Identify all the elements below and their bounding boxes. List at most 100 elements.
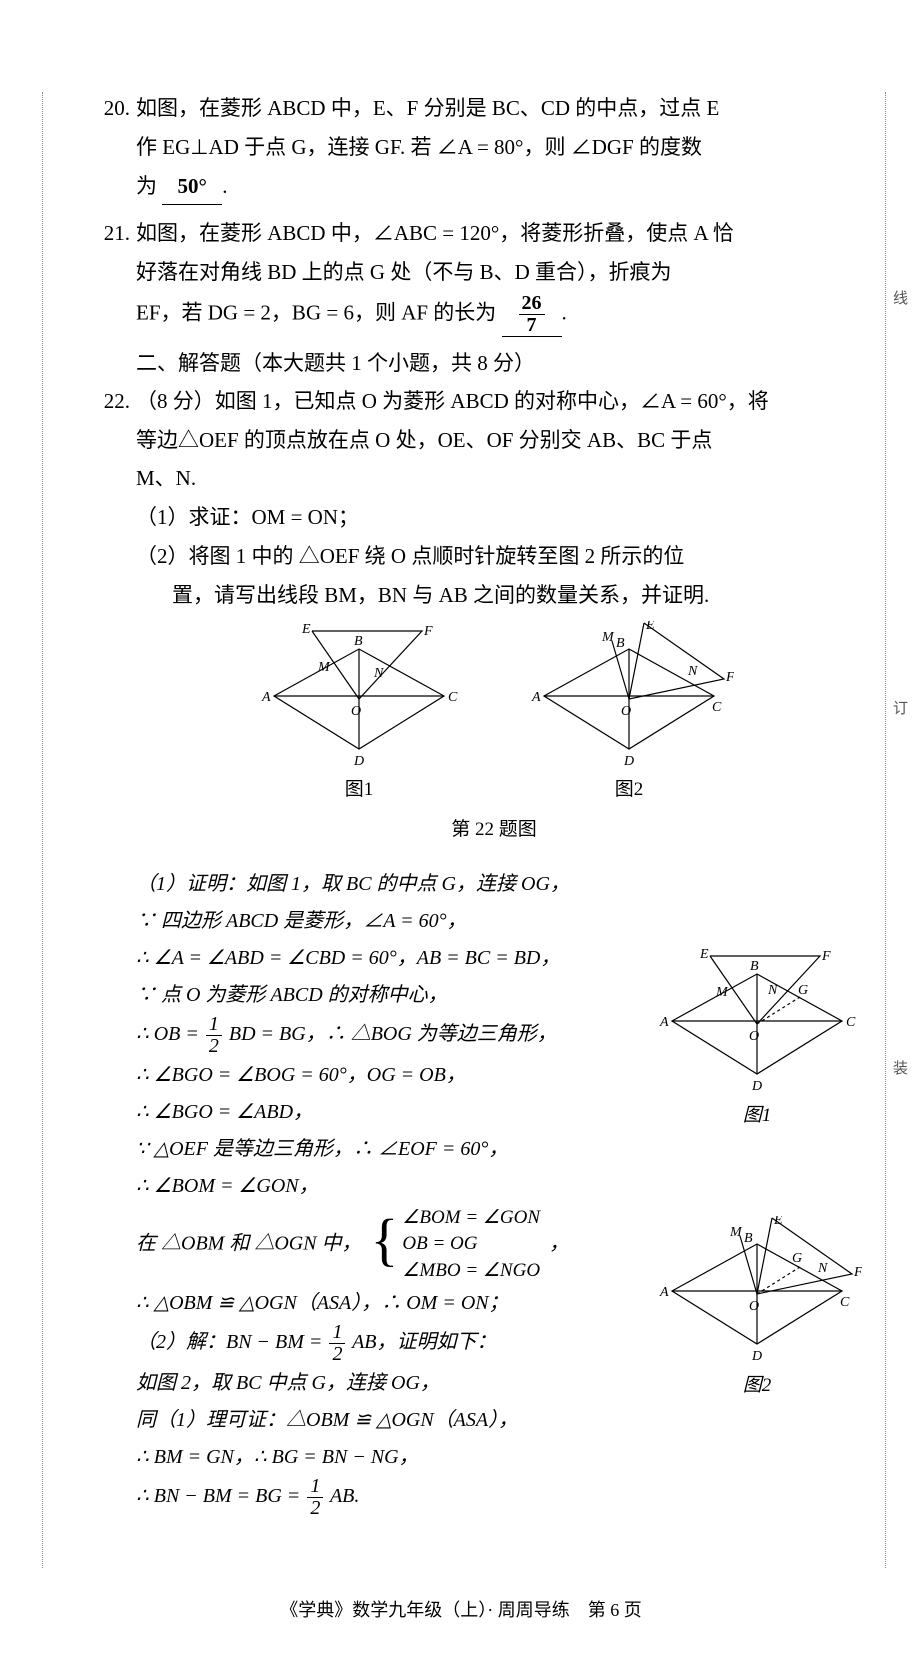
svg-text:M: M: [729, 1225, 743, 1240]
q21-line3-pre: EF，若 DG = 2，BG = 6，则 AF 的长为: [136, 300, 496, 324]
proof-l16a: ∴ BN − BM = BG =: [136, 1485, 300, 1507]
q20-line3: 为 50°.: [136, 168, 852, 206]
page-footer: 《学典》数学九年级（上）· 周周导练 第 6 页: [0, 1596, 922, 1622]
proof-l15: ∴ BM = GN，∴ BG = BN − NG，: [136, 1439, 852, 1476]
svg-text:O: O: [749, 1299, 759, 1314]
page: 线 订 装 20. 如图，在菱形 ABCD 中，E、F 分别是 BC、CD 的中…: [0, 0, 922, 1658]
svg-text:N: N: [687, 664, 698, 679]
proof-l2: ∵ 四边形 ABCD 是菱形，∠A = 60°，: [136, 903, 852, 940]
svg-text:M: M: [601, 630, 615, 645]
q21-line2: 好落在对角线 BD 上的点 G 处（不与 B、D 重合），折痕为: [136, 254, 852, 291]
proof-l9: ∴ ∠BOM = ∠GON，: [136, 1168, 852, 1205]
q22-figure-1: A B C D E F M N O 图1: [254, 621, 464, 806]
proof-l8: ∵ △OEF 是等边三角形，∴ ∠EOF = 60°，: [136, 1131, 852, 1168]
svg-text:M: M: [715, 985, 729, 1000]
svg-text:B: B: [744, 1231, 753, 1246]
q22-fig2-label: 图2: [615, 773, 644, 806]
q21-answer-den: 7: [519, 315, 545, 336]
frac-num: 1: [307, 1476, 323, 1498]
q20-line2: 作 EG⊥AD 于点 G，连接 GF. 若 ∠A = 80°，则 ∠DGF 的度…: [136, 129, 852, 166]
q21-line3: EF，若 DG = 2，BG = 6，则 AF 的长为 26 7 .: [136, 293, 852, 337]
svg-text:G: G: [798, 983, 808, 998]
q22-row-caption: 第 22 题图: [136, 813, 852, 846]
q22-stem1: （8 分）如图 1，已知点 O 为菱形 ABCD 的对称中心，∠A = 60°，…: [136, 383, 852, 420]
frac-num: 1: [329, 1322, 345, 1344]
cases-brace: { ∠BOM = ∠GON OB = OG ∠MBO = ∠NGO: [371, 1205, 541, 1285]
margin-label-c: 装: [889, 1060, 910, 1075]
svg-text:A: A: [531, 690, 541, 705]
side-rhombus-1: A B C D E F M N G O: [652, 946, 862, 1096]
svg-text:B: B: [750, 959, 759, 974]
q22-proof: （1）证明：如图 1，取 BC 的中点 G，连接 OG， ∵ 四边形 ABCD …: [136, 866, 852, 1519]
proof-side-figure-2: A B C D E F M G N O 图2: [652, 1216, 862, 1403]
svg-text:C: C: [840, 1295, 850, 1310]
q22-part1: （1）求证：OM = ON；: [136, 499, 852, 536]
question-21: 21. 如图，在菱形 ABCD 中，∠ABC = 120°，将菱形折叠，使点 A…: [90, 215, 852, 339]
svg-text:O: O: [749, 1029, 759, 1044]
svg-text:F: F: [725, 670, 734, 685]
q20-line3-post: .: [222, 174, 227, 198]
side-rhombus-2: A B C D E F M G N O: [652, 1216, 862, 1366]
svg-text:E: E: [699, 947, 709, 962]
svg-text:C: C: [712, 700, 722, 715]
svg-text:D: D: [353, 754, 364, 769]
proof-l5b: BD = BG，∴ △BOG 为等边三角形，: [229, 1023, 557, 1045]
svg-text:A: A: [659, 1015, 669, 1030]
rhombus-diagram-1: A B C D E F M N O: [254, 621, 464, 771]
svg-text:M: M: [317, 660, 331, 675]
svg-text:E: E: [645, 621, 655, 633]
svg-text:O: O: [351, 704, 361, 719]
side-fig1-label: 图1: [743, 1098, 772, 1133]
svg-text:E: E: [773, 1216, 783, 1228]
q21-line3-post: .: [562, 300, 567, 324]
q22-part2b: 置，请写出线段 BM，BN 与 AB 之间的数量关系，并证明.: [136, 577, 852, 614]
svg-text:F: F: [423, 624, 433, 639]
proof-l12b: AB，证明如下：: [352, 1331, 496, 1353]
q21-answer: 26 7: [502, 293, 562, 337]
svg-text:A: A: [659, 1285, 669, 1300]
svg-text:N: N: [373, 666, 384, 681]
svg-text:C: C: [846, 1015, 856, 1030]
q22-fig1-label: 图1: [345, 773, 374, 806]
proof-l16: ∴ BN − BM = BG = 12 AB.: [136, 1476, 852, 1519]
proof-side-figure-1: A B C D E F M N G O 图1: [652, 946, 862, 1133]
svg-text:D: D: [751, 1349, 762, 1364]
margin-label-b: 订: [889, 700, 910, 715]
svg-text:D: D: [623, 754, 634, 769]
q22-part2a: （2）将图 1 中的 △OEF 绕 O 点顺时针旋转至图 2 所示的位: [136, 538, 852, 575]
case-3: ∠MBO = ∠NGO: [402, 1258, 540, 1285]
proof-l16b: AB.: [330, 1485, 359, 1507]
q20-answer: 50°: [162, 168, 222, 206]
q22-stem3: M、N.: [136, 460, 852, 497]
frac-den: 2: [329, 1344, 345, 1365]
section-2-heading: 二、解答题（本大题共 1 个小题，共 8 分）: [136, 347, 852, 377]
question-22: 22. （8 分）如图 1，已知点 O 为菱形 ABCD 的对称中心，∠A = …: [90, 383, 852, 858]
svg-text:C: C: [448, 690, 458, 705]
q21-line1: 如图，在菱形 ABCD 中，∠ABC = 120°，将菱形折叠，使点 A 恰: [136, 215, 852, 252]
frac-den: 2: [307, 1498, 323, 1519]
svg-text:B: B: [354, 634, 363, 649]
q22-figures-row: A B C D E F M N O 图1: [136, 621, 852, 806]
svg-text:D: D: [751, 1079, 762, 1094]
q20-line1: 如图，在菱形 ABCD 中，E、F 分别是 BC、CD 的中点，过点 E: [136, 90, 852, 127]
case-2: OB = OG: [402, 1231, 540, 1258]
q22-figure-2: A B C D E F M N O 图2: [524, 621, 734, 806]
svg-text:F: F: [821, 949, 831, 964]
proof-l10-pre: 在 △OBM 和 △OGN 中，: [136, 1232, 362, 1254]
svg-text:O: O: [621, 704, 631, 719]
question-20: 20. 如图，在菱形 ABCD 中，E、F 分别是 BC、CD 的中点，过点 E…: [90, 90, 852, 207]
svg-text:E: E: [301, 622, 311, 637]
svg-text:N: N: [767, 983, 778, 998]
frac-num: 1: [206, 1014, 222, 1036]
proof-l1: （1）证明：如图 1，取 BC 的中点 G，连接 OG，: [136, 866, 852, 903]
q21-answer-num: 26: [519, 293, 545, 315]
margin-label-a: 线: [889, 290, 910, 305]
svg-text:G: G: [792, 1251, 802, 1266]
svg-text:F: F: [853, 1265, 862, 1280]
q22-number: 22.: [90, 383, 136, 420]
svg-text:N: N: [817, 1261, 828, 1276]
svg-text:B: B: [616, 636, 625, 651]
proof-l5a: ∴ OB =: [136, 1023, 199, 1045]
rhombus-diagram-2: A B C D E F M N O: [524, 621, 734, 771]
frac-den: 2: [206, 1036, 222, 1057]
